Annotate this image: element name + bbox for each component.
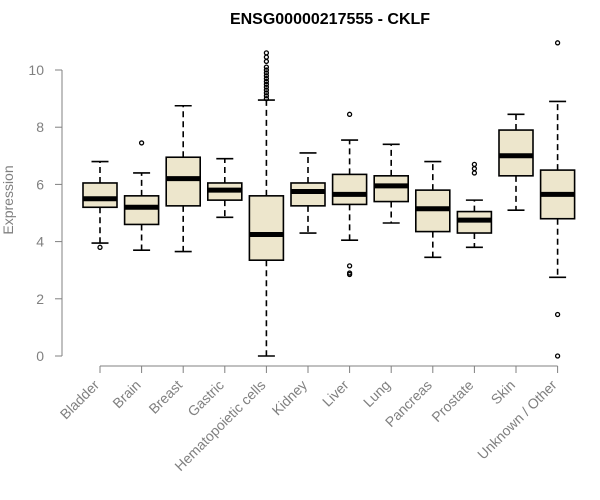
iqr-box bbox=[498, 129, 534, 177]
box-kidney bbox=[290, 152, 326, 234]
outlier-point bbox=[263, 87, 270, 93]
y-axis: 0 2 4 6 8 10 bbox=[28, 62, 63, 364]
outlier-point bbox=[263, 67, 270, 73]
outlier-point bbox=[263, 78, 270, 85]
outlier-point bbox=[97, 244, 103, 250]
box-hematopoietic-cells bbox=[248, 50, 285, 357]
outlier-point bbox=[263, 93, 270, 99]
y-tick-label: 8 bbox=[36, 119, 44, 135]
x-tick-label: Liver bbox=[319, 377, 352, 410]
outlier-point bbox=[263, 84, 270, 90]
box-prostate bbox=[456, 161, 493, 249]
y-tick-label: 10 bbox=[28, 62, 44, 78]
box-skin bbox=[498, 113, 534, 211]
box-unknown-other bbox=[539, 40, 576, 359]
outlier-point bbox=[346, 263, 353, 269]
outlier-point bbox=[138, 140, 145, 146]
x-tick-label: Breast bbox=[145, 377, 185, 417]
box-series bbox=[82, 40, 576, 359]
box-gastric bbox=[207, 157, 243, 219]
x-tick-label: Prostate bbox=[428, 377, 476, 425]
y-tick-label: 4 bbox=[36, 234, 44, 250]
box-pancreas bbox=[414, 160, 451, 259]
outlier-point bbox=[263, 64, 270, 70]
box-lung bbox=[373, 143, 410, 224]
x-tick-label: Lung bbox=[360, 377, 393, 410]
y-tick-label: 2 bbox=[36, 291, 44, 307]
outlier-point bbox=[263, 95, 270, 102]
box-breast bbox=[165, 104, 201, 253]
outlier-point bbox=[263, 73, 270, 79]
x-tick-label: Unknown / Other bbox=[474, 377, 560, 463]
outlier-point bbox=[263, 54, 270, 60]
outlier-point bbox=[471, 170, 478, 176]
x-tick-label: Brain bbox=[109, 377, 143, 411]
y-axis-label: Expression bbox=[0, 165, 16, 234]
outlier-point bbox=[554, 311, 561, 318]
outlier-point bbox=[263, 75, 270, 82]
outlier-point bbox=[554, 353, 561, 359]
outlier-point bbox=[263, 70, 270, 76]
outlier-point bbox=[346, 271, 353, 278]
iqr-box bbox=[123, 195, 160, 226]
outlier-point bbox=[263, 58, 270, 65]
y-tick-label: 6 bbox=[36, 176, 44, 192]
iqr-box bbox=[82, 182, 118, 209]
outlier-point bbox=[471, 166, 478, 172]
outlier-point bbox=[471, 161, 478, 168]
y-tick-label: 0 bbox=[36, 348, 44, 364]
iqr-box bbox=[331, 173, 368, 206]
outlier-point bbox=[263, 81, 270, 87]
box-bladder bbox=[82, 160, 118, 250]
outlier-point bbox=[263, 50, 270, 56]
iqr-box bbox=[373, 175, 410, 203]
iqr-box bbox=[290, 182, 326, 207]
outlier-point bbox=[346, 111, 353, 117]
chart-title: ENSG00000217555 - CKLF bbox=[230, 11, 430, 28]
outlier-point bbox=[263, 90, 270, 96]
box-liver bbox=[331, 111, 368, 278]
x-tick-label: Kidney bbox=[269, 377, 311, 419]
x-tick-label: Skin bbox=[488, 377, 519, 408]
x-tick-label: Bladder bbox=[57, 377, 103, 423]
iqr-box bbox=[248, 195, 285, 261]
outlier-point bbox=[554, 40, 561, 46]
box-brain bbox=[123, 140, 160, 251]
iqr-box bbox=[165, 156, 201, 207]
